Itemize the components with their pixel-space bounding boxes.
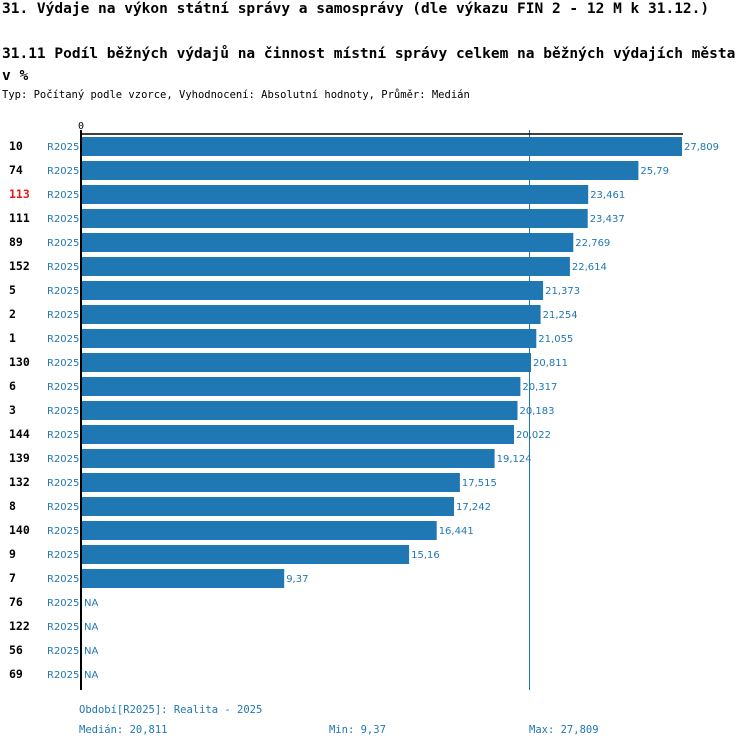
category-label: 152 — [9, 259, 30, 273]
category-label: 56 — [9, 643, 23, 657]
category-label: 74 — [9, 163, 23, 177]
category-label: 6 — [9, 379, 16, 393]
series-label: R2025 — [47, 526, 79, 537]
category-label: 5 — [9, 283, 16, 297]
category-label: 89 — [9, 235, 23, 249]
series-label: R2025 — [47, 622, 79, 633]
bar — [82, 449, 495, 468]
data-label: NA — [84, 646, 98, 657]
bar — [82, 545, 410, 564]
series-label: R2025 — [47, 190, 79, 201]
series-label: R2025 — [47, 166, 79, 177]
data-label: 21,254 — [543, 310, 578, 321]
bar — [82, 353, 531, 372]
data-label: 21,373 — [545, 286, 580, 297]
series-label: R2025 — [47, 646, 79, 657]
series-label: R2025 — [47, 310, 79, 321]
bar — [82, 281, 544, 300]
footer-max: Max: 27,809 — [529, 724, 599, 736]
data-label: 20,811 — [533, 358, 568, 369]
series-label: R2025 — [47, 358, 79, 369]
series-label: R2025 — [47, 478, 79, 489]
series-label: R2025 — [47, 502, 79, 513]
series-label: R2025 — [47, 214, 79, 225]
series-label: R2025 — [47, 430, 79, 441]
series-label: R2025 — [47, 574, 79, 585]
bar — [82, 569, 285, 588]
data-label: 23,461 — [590, 190, 625, 201]
data-label: NA — [84, 670, 98, 681]
data-label: 17,242 — [456, 502, 491, 513]
category-label: 69 — [9, 667, 23, 681]
data-label: 9,37 — [286, 574, 308, 585]
data-label: NA — [84, 622, 98, 633]
series-label: R2025 — [47, 262, 79, 273]
bar — [82, 209, 588, 228]
series-label: R2025 — [47, 550, 79, 561]
series-label: R2025 — [47, 142, 79, 153]
category-label: 139 — [9, 451, 30, 465]
bar — [82, 161, 639, 180]
data-label: 16,441 — [439, 526, 474, 537]
data-label: 20,317 — [522, 382, 557, 393]
data-label: 27,809 — [684, 142, 719, 153]
series-label: R2025 — [47, 382, 79, 393]
category-label: 3 — [9, 403, 16, 417]
axis-zero-label: 0 — [78, 121, 84, 132]
bar — [82, 497, 454, 516]
data-label: 21,055 — [538, 334, 573, 345]
data-label: NA — [84, 598, 98, 609]
bar — [82, 521, 437, 540]
data-label: 22,614 — [572, 262, 607, 273]
category-label: 113 — [9, 187, 30, 201]
bar — [82, 425, 514, 444]
data-label: 23,437 — [590, 214, 625, 225]
bar — [82, 329, 537, 348]
bar — [82, 305, 541, 324]
category-label: 140 — [9, 523, 30, 537]
bar — [82, 401, 518, 420]
category-label: 122 — [9, 619, 30, 633]
series-label: R2025 — [47, 670, 79, 681]
category-label: 10 — [9, 139, 23, 153]
category-label: 7 — [9, 571, 16, 585]
chart-meta: Typ: Počítaný podle vzorce, Vyhodnocení:… — [2, 89, 470, 101]
data-label: 20,183 — [520, 406, 555, 417]
bar — [82, 233, 574, 252]
chart-title: 31.11 Podíl běžných výdajů na činnost mí… — [2, 46, 736, 84]
category-label: 144 — [9, 427, 30, 441]
bar — [82, 185, 589, 204]
data-label: 15,16 — [411, 550, 440, 561]
data-label: 17,515 — [462, 478, 497, 489]
series-label: R2025 — [47, 598, 79, 609]
series-label: R2025 — [47, 334, 79, 345]
series-label: R2025 — [47, 406, 79, 417]
footer-period: Období[R2025]: Realita - 2025 — [79, 704, 263, 716]
series-label: R2025 — [47, 454, 79, 465]
bar — [82, 257, 570, 276]
category-label: 132 — [9, 475, 30, 489]
bar — [82, 473, 460, 492]
category-label: 76 — [9, 595, 23, 609]
data-label: 25,79 — [640, 166, 669, 177]
bar — [82, 377, 521, 396]
footer-min: Min: 9,37 — [329, 724, 386, 736]
bar — [82, 137, 682, 156]
page-title: 31. Výdaje na výkon státní správy a samo… — [2, 1, 710, 17]
category-label: 111 — [9, 211, 30, 225]
category-label: 8 — [9, 499, 16, 513]
series-label: R2025 — [47, 286, 79, 297]
data-label: 20,022 — [516, 430, 551, 441]
category-label: 9 — [9, 547, 16, 561]
data-label: 22,769 — [575, 238, 610, 249]
series-label: R2025 — [47, 238, 79, 249]
category-label: 1 — [9, 331, 16, 345]
footer-median: Medián: 20,811 — [79, 724, 168, 736]
data-label: 19,124 — [497, 454, 532, 465]
category-label: 130 — [9, 355, 30, 369]
category-label: 2 — [9, 307, 16, 321]
